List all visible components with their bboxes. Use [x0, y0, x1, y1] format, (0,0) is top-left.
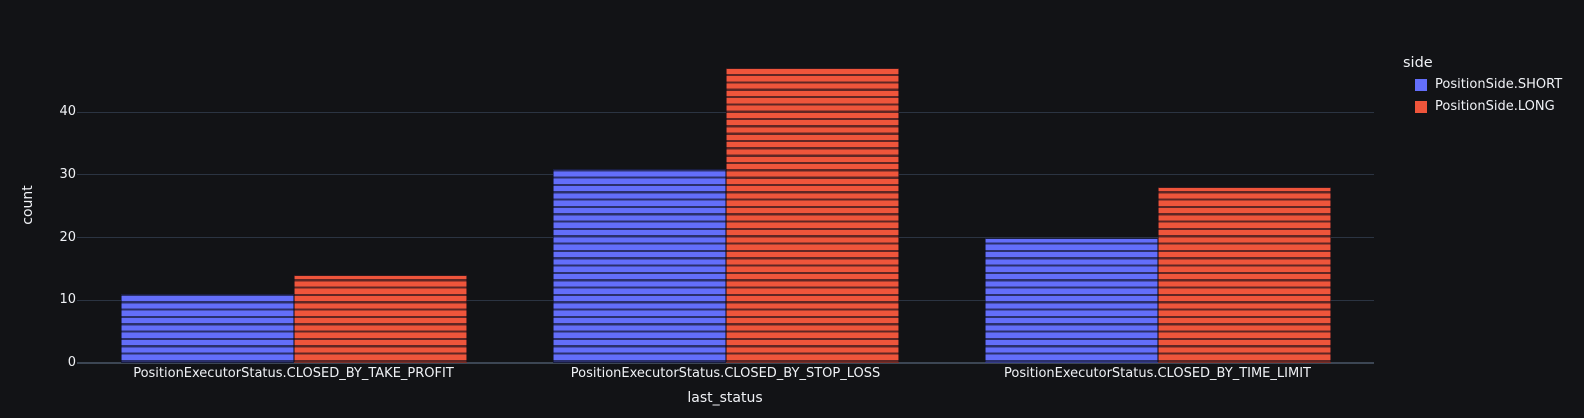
x-axis-line: [77, 362, 1374, 364]
legend: side PositionSide.SHORT PositionSide.LON…: [1403, 55, 1562, 121]
y-tick-label-10: 10: [59, 292, 76, 308]
legend-swatch-short-icon: [1415, 78, 1427, 91]
bar-short-closed_by_time_limit[interactable]: [984, 237, 1158, 363]
y-tick-label-30: 30: [59, 166, 76, 182]
bar-short-closed_by_stop_loss[interactable]: [552, 168, 726, 363]
bar-long-closed_by_take_profit[interactable]: [293, 275, 467, 363]
y-axis-title: count: [20, 185, 36, 225]
legend-item-label: PositionSide.LONG: [1435, 99, 1555, 114]
bar-long-closed_by_stop_loss[interactable]: [725, 68, 899, 363]
legend-item-long[interactable]: PositionSide.LONG: [1415, 99, 1562, 114]
x-tick-label-closed_by_stop_loss: PositionExecutorStatus.CLOSED_BY_STOP_LO…: [570, 366, 881, 381]
bar-short-closed_by_take_profit[interactable]: [120, 294, 294, 363]
y-tick-label-20: 20: [59, 229, 76, 245]
y-tick-label-40: 40: [59, 104, 76, 120]
x-axis-title: last_status: [687, 390, 763, 406]
legend-item-label: PositionSide.SHORT: [1435, 77, 1563, 92]
y-tick-label-0: 0: [67, 355, 76, 370]
legend-item-short[interactable]: PositionSide.SHORT: [1415, 77, 1562, 92]
bar-long-closed_by_time_limit[interactable]: [1157, 187, 1331, 363]
legend-swatch-long-icon: [1415, 100, 1427, 113]
x-tick-label-closed_by_take_profit: PositionExecutorStatus.CLOSED_BY_TAKE_PR…: [133, 366, 454, 381]
x-tick-label-closed_by_time_limit: PositionExecutorStatus.CLOSED_BY_TIME_LI…: [1004, 366, 1311, 381]
legend-title: side: [1403, 55, 1433, 71]
